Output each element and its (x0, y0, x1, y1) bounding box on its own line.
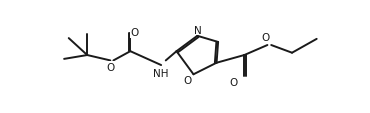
Text: O: O (183, 76, 191, 86)
Text: O: O (131, 28, 139, 38)
Text: N: N (194, 25, 202, 35)
Text: O: O (262, 33, 270, 43)
Text: NH: NH (154, 68, 169, 78)
Text: O: O (106, 62, 114, 72)
Text: O: O (229, 77, 238, 87)
